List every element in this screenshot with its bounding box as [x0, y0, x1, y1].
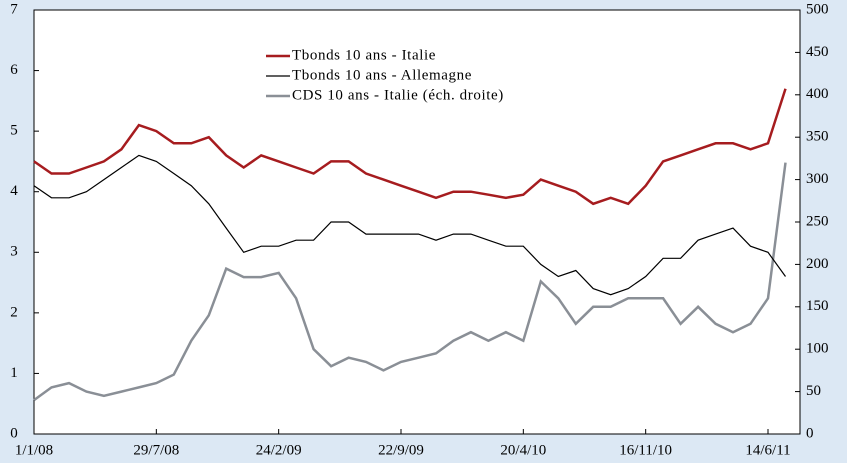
legend-label: CDS 10 ans - Italie (éch. droite) — [292, 87, 504, 103]
y-tick-label: 0 — [10, 425, 18, 441]
y-tick-label: 6 — [10, 62, 18, 78]
y-tick-label: 5 — [10, 123, 18, 139]
legend-label: Tbonds 10 ans - Allemagne — [292, 67, 472, 83]
y2-tick-label: 500 — [806, 1, 829, 17]
y2-tick-label: 300 — [806, 171, 829, 187]
legend-label: Tbonds 10 ans - Italie — [292, 47, 436, 63]
y2-tick-label: 150 — [806, 298, 829, 314]
x-tick-label: 14/6/11 — [745, 442, 790, 458]
y-tick-label: 3 — [10, 244, 18, 260]
y-tick-label: 4 — [10, 183, 18, 199]
x-tick-label: 29/7/08 — [133, 442, 179, 458]
plot-area — [33, 9, 801, 435]
y2-tick-label: 250 — [806, 213, 829, 229]
y2-tick-label: 0 — [806, 425, 814, 441]
x-tick-label: 24/2/09 — [256, 442, 302, 458]
y2-tick-label: 400 — [806, 86, 829, 102]
y-tick-label: 1 — [10, 365, 18, 381]
series-line — [33, 88, 787, 206]
x-tick-label: 20/4/10 — [500, 442, 546, 458]
y2-tick-label: 450 — [806, 44, 829, 60]
x-tick-label: 1/1/08 — [15, 442, 53, 458]
y2-tick-label: 200 — [806, 256, 829, 272]
x-tick-label: 16/11/10 — [619, 442, 672, 458]
y2-tick-label: 50 — [806, 383, 821, 399]
x-tick-label: 22/9/09 — [378, 442, 424, 458]
series-line — [33, 162, 787, 402]
series-line — [33, 154, 786, 296]
y-tick-label: 7 — [10, 1, 18, 17]
y2-tick-label: 100 — [806, 341, 829, 357]
y-tick-label: 2 — [10, 304, 18, 320]
y2-tick-label: 350 — [806, 129, 829, 145]
